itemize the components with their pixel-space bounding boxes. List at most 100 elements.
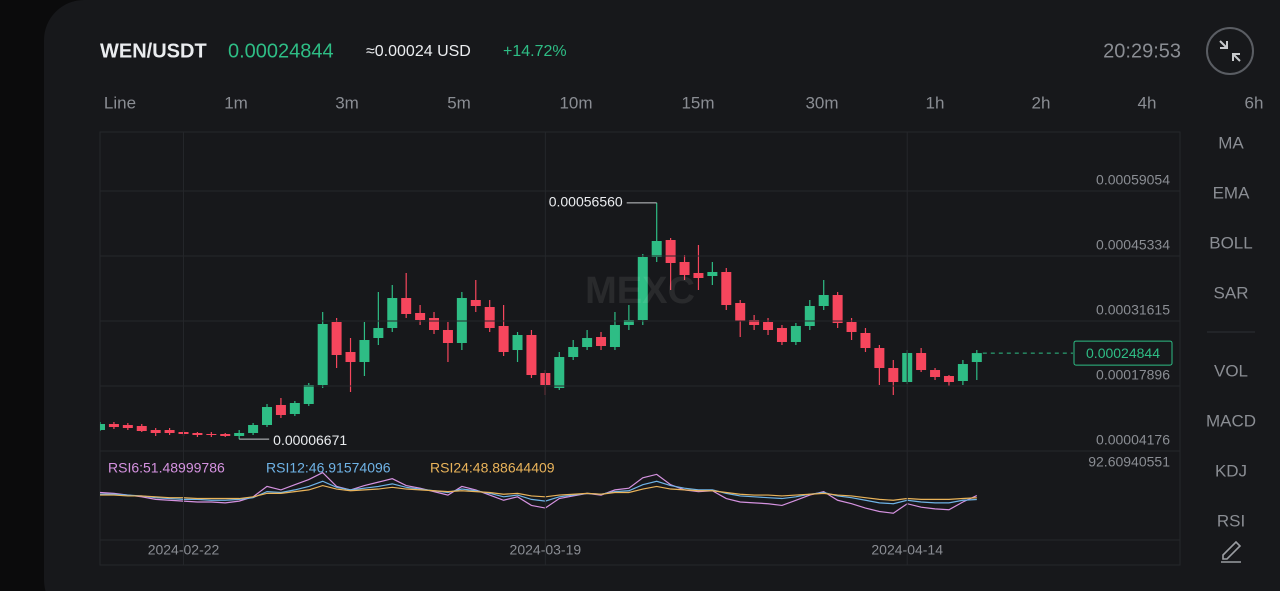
collapse-icon bbox=[1219, 40, 1241, 62]
candle-body bbox=[651, 240, 662, 258]
candle-body bbox=[957, 364, 968, 382]
candle-body bbox=[832, 295, 843, 324]
timeframe-tab[interactable]: 3m bbox=[335, 93, 359, 112]
candle-body bbox=[609, 325, 620, 348]
indicator-tab[interactable]: EMA bbox=[1213, 183, 1251, 202]
candle-body bbox=[136, 425, 147, 432]
candle-body bbox=[275, 404, 286, 415]
candle-body bbox=[693, 273, 704, 279]
candle-body bbox=[100, 423, 105, 431]
x-tick-label: 2024-02-22 bbox=[148, 542, 220, 558]
timeframe-tab[interactable]: 4h bbox=[1138, 93, 1157, 112]
candle-body bbox=[122, 424, 133, 429]
y-tick-label: 0.00045334 bbox=[1096, 237, 1170, 253]
candle-body bbox=[401, 298, 412, 315]
candle-body bbox=[248, 424, 259, 434]
candle-body bbox=[234, 433, 245, 437]
candle-body bbox=[206, 434, 217, 436]
timeframe-tab[interactable]: 5m bbox=[447, 93, 471, 112]
chart-frame bbox=[99, 131, 1181, 566]
indicator-tab[interactable]: VOL bbox=[1214, 361, 1248, 380]
candle-body bbox=[735, 303, 746, 322]
candle-body bbox=[665, 239, 676, 263]
candle-body bbox=[108, 423, 119, 428]
candle-body bbox=[637, 257, 648, 321]
rsi-legend: RSI12:46.91574096 bbox=[266, 460, 391, 476]
timeframe-tab[interactable]: 10m bbox=[559, 93, 592, 112]
candle-body bbox=[387, 298, 398, 329]
candle-body bbox=[331, 322, 342, 356]
candle-body bbox=[749, 320, 760, 326]
candle-body bbox=[429, 318, 440, 331]
candle-body bbox=[415, 313, 426, 321]
candle-body bbox=[345, 352, 356, 363]
candle-body bbox=[373, 328, 384, 339]
timeframe-tab[interactable]: 1m bbox=[224, 93, 248, 112]
candle-body bbox=[554, 357, 565, 389]
last-price-box bbox=[1073, 340, 1173, 366]
candle-body bbox=[568, 347, 579, 358]
draw-tool[interactable] bbox=[1221, 540, 1242, 563]
candle-body bbox=[317, 324, 328, 386]
candle-body bbox=[470, 300, 481, 307]
candle-body bbox=[860, 333, 871, 349]
candle-body bbox=[164, 430, 175, 434]
timeframe-tab[interactable]: Line bbox=[104, 93, 136, 112]
candle-body bbox=[930, 370, 941, 378]
collapse-button[interactable] bbox=[1206, 27, 1254, 75]
candle-body bbox=[707, 272, 718, 277]
candle-body bbox=[192, 433, 203, 436]
candle-body bbox=[971, 353, 982, 363]
indicator-tab[interactable]: BOLL bbox=[1209, 233, 1252, 252]
candle-body bbox=[679, 262, 690, 276]
y-tick-label: 0.00004176 bbox=[1096, 432, 1170, 448]
candle-body bbox=[790, 326, 801, 343]
timeframe-tab[interactable]: 6h bbox=[1245, 93, 1264, 112]
y-tick-label: 0.00017896 bbox=[1096, 367, 1170, 383]
timeframe-tab[interactable]: 1h bbox=[926, 93, 945, 112]
indicator-tab[interactable]: SAR bbox=[1214, 283, 1249, 302]
indicator-tab[interactable]: MA bbox=[1218, 133, 1244, 152]
last-price-label: 0.00024844 bbox=[1086, 345, 1160, 361]
x-tick-label: 2024-03-19 bbox=[510, 542, 582, 558]
rsi-legend: RSI24:48.88644409 bbox=[430, 460, 555, 476]
candle-body bbox=[596, 337, 607, 347]
candle-body bbox=[262, 407, 273, 425]
candle-body bbox=[846, 322, 857, 333]
price: 0.00024844 bbox=[228, 40, 334, 62]
candle-body bbox=[220, 434, 231, 437]
indicator-tab[interactable]: MACD bbox=[1206, 411, 1256, 430]
rsi-max-label: 92.60940551 bbox=[1088, 454, 1170, 470]
y-tick-label: 0.00059054 bbox=[1096, 172, 1170, 188]
candle-body bbox=[916, 353, 927, 371]
candle-body bbox=[512, 335, 523, 351]
candle-body bbox=[721, 272, 732, 306]
candle-body bbox=[526, 335, 537, 376]
indicator-tab[interactable]: KDJ bbox=[1215, 461, 1247, 480]
change: +14.72% bbox=[503, 43, 567, 60]
approx-price: ≈0.00024 USD bbox=[366, 43, 471, 60]
rsi-legend: RSI6:51.48999786 bbox=[108, 460, 225, 476]
rsi-line bbox=[100, 484, 977, 501]
indicator-tab[interactable]: RSI bbox=[1217, 511, 1245, 530]
candle-body bbox=[150, 430, 161, 434]
candle-body bbox=[888, 368, 899, 383]
timeframe-tab[interactable]: 30m bbox=[805, 93, 838, 112]
candle-body bbox=[498, 326, 509, 353]
timeframe-tab[interactable]: 15m bbox=[681, 93, 714, 112]
candle-body bbox=[874, 348, 885, 369]
timeframe-tab[interactable]: 2h bbox=[1032, 93, 1051, 112]
clock: 20:29:53 bbox=[1103, 40, 1181, 62]
candle-body bbox=[289, 402, 300, 414]
candle-body bbox=[303, 385, 314, 404]
candle-body bbox=[484, 307, 495, 329]
x-tick-label: 2024-04-14 bbox=[871, 542, 943, 558]
candle-body bbox=[804, 306, 815, 327]
candle-body bbox=[582, 338, 593, 348]
candle-body bbox=[442, 330, 453, 344]
watermark: MEXC bbox=[585, 270, 695, 312]
panel bbox=[44, 0, 1280, 591]
pair: WEN/USDT bbox=[100, 40, 207, 62]
